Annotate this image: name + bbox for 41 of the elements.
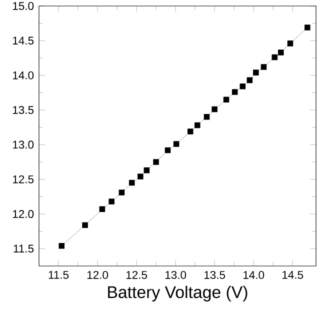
point <box>260 64 267 70</box>
x-tick-label: 13.0 <box>165 270 186 279</box>
point <box>246 77 253 84</box>
point <box>108 198 114 204</box>
point <box>194 122 200 128</box>
y-tick-label: 14.5 <box>13 36 34 45</box>
point <box>82 222 88 228</box>
point <box>278 50 284 56</box>
point <box>253 70 259 76</box>
y-tick-label: 14.0 <box>13 71 34 80</box>
point <box>58 243 65 249</box>
point <box>287 40 294 46</box>
point <box>223 96 230 102</box>
x-tick-label: 14.0 <box>244 270 264 279</box>
point <box>240 84 246 90</box>
point <box>232 89 238 95</box>
y-tick-label: 11.5 <box>14 244 34 253</box>
point <box>212 106 218 112</box>
y-tick-label: 13.0 <box>13 140 34 149</box>
y-tick-label: 12.0 <box>13 210 34 218</box>
x-tick-label: 13.5 <box>204 270 226 279</box>
x-tick-label: 11.5 <box>48 270 69 279</box>
point <box>153 159 159 165</box>
point <box>204 114 210 120</box>
point <box>99 206 106 212</box>
point <box>304 24 310 30</box>
x-tick-label: 12.5 <box>126 270 147 279</box>
point <box>272 54 278 60</box>
point <box>173 141 180 147</box>
y-tick-label: 13.5 <box>13 106 34 114</box>
point <box>164 147 171 154</box>
x-tick-label: 14.5 <box>282 270 304 279</box>
y-tick-label: 12.5 <box>13 175 34 184</box>
point <box>187 128 194 134</box>
point <box>138 174 144 180</box>
y-tick-label: 15.0 <box>13 2 34 10</box>
x-tick-label: 12.0 <box>87 270 108 279</box>
x-axis-title: Battery Voltage (V) <box>108 286 248 302</box>
point <box>144 167 150 174</box>
point <box>118 190 125 196</box>
point <box>128 180 135 186</box>
